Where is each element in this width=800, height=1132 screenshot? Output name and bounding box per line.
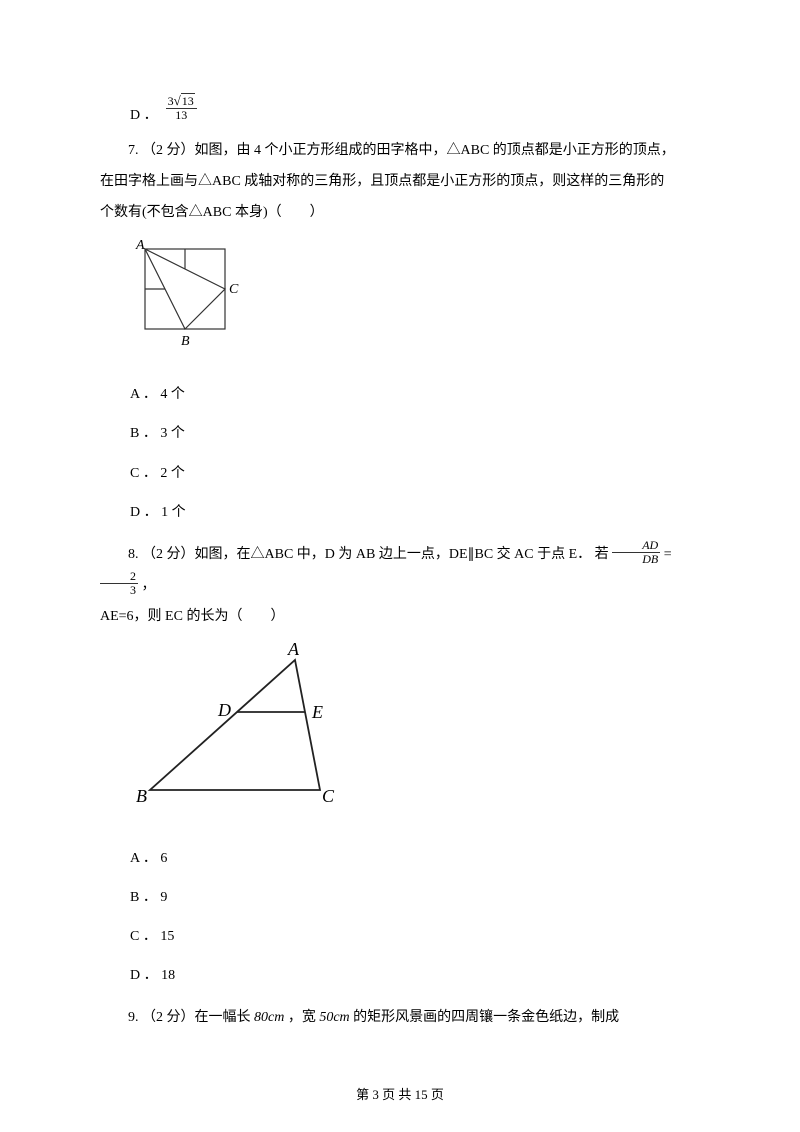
q7-diagram: A C B (130, 237, 700, 367)
frac-den: 13 (166, 109, 197, 122)
choice-label: D ． (130, 98, 158, 134)
q8-choice-d: D ． 18 (130, 956, 700, 995)
eq-sign: = (664, 547, 672, 562)
frac-den: 3 (100, 584, 138, 597)
q8-choice-b: B ． 9 (130, 878, 700, 917)
q9-text-b: ，宽 (284, 1010, 319, 1025)
q8-text-line2: AE=6，则 EC 的长为（ ） (100, 602, 700, 633)
q8-text-line1: 8. （2 分）如图，在△ABC 中，D 为 AB 边上一点，DE∥BC 交 A… (100, 540, 700, 602)
fraction-icon: AD DB (612, 539, 660, 566)
page: D ． 313 13 7. （2 分）如图，由 4 个小正方形组成的田字格中，△… (0, 0, 800, 1132)
fraction-icon: 313 13 (166, 94, 197, 122)
sqrt-icon: 13 (174, 94, 195, 108)
q8-text-1a: 8. （2 分）如图，在△ABC 中，D 为 AB 边上一点，DE∥BC 交 A… (128, 547, 609, 562)
q7-choice-c: C ． 2 个 (130, 454, 700, 493)
q8-text-1b: ， (142, 578, 156, 593)
q8-choice-c: C ． 15 (130, 917, 700, 956)
q7-choice-b: B ． 3 个 (130, 414, 700, 453)
frac-den: DB (612, 553, 660, 566)
svg-text:A: A (287, 640, 300, 659)
svg-text:C: C (322, 786, 335, 806)
q7-choice-a: A ． 4 个 (130, 375, 700, 414)
svg-text:B: B (136, 786, 147, 806)
q7-text-line2: 在田字格上画与△ABC 成轴对称的三角形，且顶点都是小正方形的顶点，则这样的三角… (100, 167, 700, 198)
q8-diagram: A D E B C (130, 640, 700, 830)
q8-choice-a: A ． 6 (130, 839, 700, 878)
q9-dim2: 50cm (319, 1010, 349, 1025)
q7-choice-d: D ． 1 个 (130, 493, 700, 532)
q7-text-line3: 个数有(不包含△ABC 本身)（ ） (100, 198, 700, 229)
q7-text-line1: 7. （2 分）如图，由 4 个小正方形组成的田字格中，△ABC 的顶点都是小正… (100, 136, 700, 167)
svg-text:D: D (217, 700, 231, 720)
svg-text:E: E (311, 702, 323, 722)
page-footer: 第 3 页 共 15 页 (0, 1078, 800, 1112)
q9-text-c: 的矩形风景画的四周镶一条金色纸边，制成 (350, 1010, 620, 1025)
q9-dim1: 80cm (254, 1010, 284, 1025)
q6-choice-d: D ． 313 13 (130, 90, 700, 126)
svg-text:B: B (181, 334, 190, 349)
frac-num: 2 (100, 570, 138, 584)
frac-num: AD (612, 539, 660, 553)
radicand: 13 (181, 93, 195, 108)
q9-text: 9. （2 分）在一幅长 80cm ，宽 50cm 的矩形风景画的四周镶一条金色… (100, 1003, 700, 1034)
fraction-icon: 2 3 (100, 570, 138, 597)
svg-text:A: A (135, 238, 145, 253)
svg-text:C: C (229, 282, 239, 297)
q9-text-a: 9. （2 分）在一幅长 (128, 1010, 254, 1025)
